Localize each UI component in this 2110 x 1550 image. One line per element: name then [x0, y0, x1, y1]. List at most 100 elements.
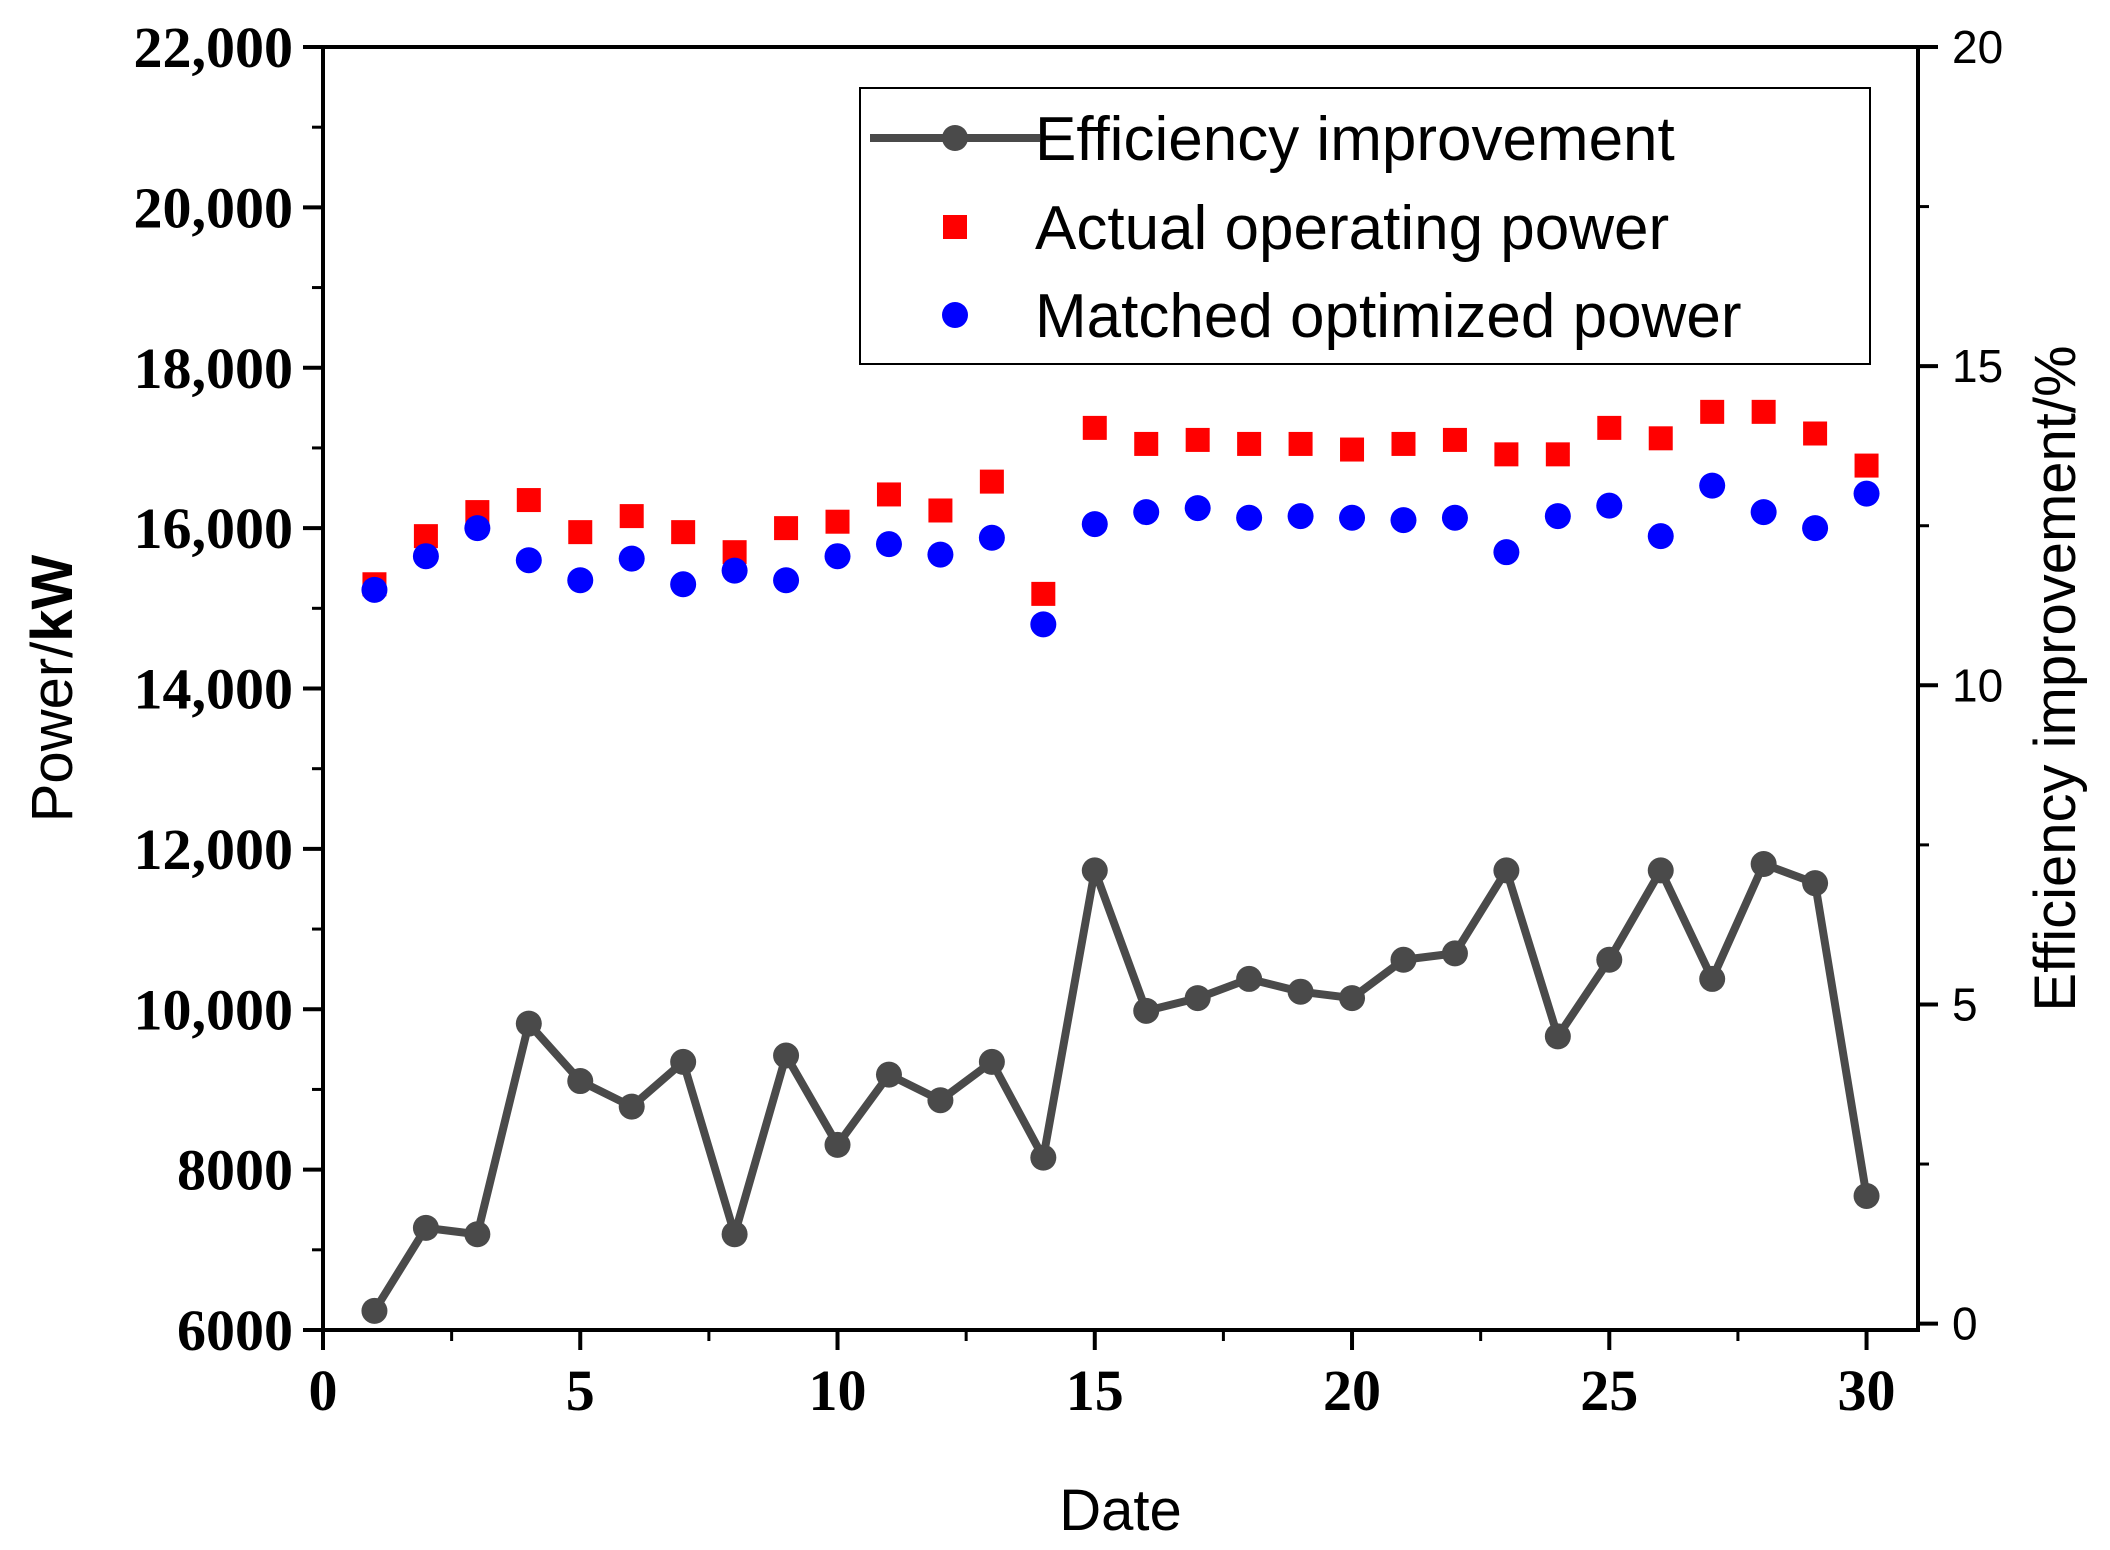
- x-axis-label: Date: [1059, 1478, 1182, 1543]
- matched-power-point: [618, 545, 645, 572]
- series-2: [361, 472, 1880, 638]
- actual-power-point: [1494, 442, 1519, 467]
- actual-power-point: [1700, 399, 1725, 424]
- right-axis-ticks: 0 5 10 15 20: [1918, 21, 2003, 1350]
- matched-power-point: [1030, 611, 1057, 638]
- chart-series: [361, 399, 1880, 1324]
- efficiency-point: [1493, 857, 1520, 884]
- matched-power-point: [412, 543, 439, 570]
- efficiency-point: [1853, 1182, 1880, 1209]
- matched-power-point: [1236, 504, 1263, 531]
- y-axis-right-label: Efficiency improvement/%: [2023, 345, 2088, 1011]
- x-tick-label: 5: [566, 1358, 595, 1423]
- actual-power-point: [825, 509, 850, 534]
- matched-power-point: [1390, 507, 1417, 534]
- efficiency-point: [1441, 940, 1468, 967]
- matched-power-point: [464, 515, 491, 542]
- y-axis-left-label: Power/kW: [20, 554, 85, 822]
- x-tick-label: 30: [1838, 1358, 1896, 1423]
- efficiency-point: [515, 1010, 542, 1037]
- matched-power-point: [1750, 499, 1777, 526]
- matched-power-point: [1853, 480, 1880, 507]
- efficiency-point: [670, 1048, 697, 1075]
- y-right-tick-label: 10: [1952, 659, 2003, 711]
- matched-power-point: [1802, 515, 1829, 542]
- matched-power-point: [1081, 511, 1108, 538]
- matched-power-point: [773, 567, 800, 594]
- actual-power-point: [671, 520, 696, 545]
- matched-power-point: [1596, 492, 1623, 519]
- x-tick-label: 20: [1323, 1358, 1381, 1423]
- matched-power-point: [1441, 504, 1468, 531]
- legend-marker-matched-power: [942, 302, 968, 328]
- matched-power-point: [1699, 472, 1726, 499]
- efficiency-point: [978, 1048, 1005, 1075]
- y-right-tick-label: 5: [1952, 978, 1978, 1030]
- legend-label-actual-power: Actual operating power: [1035, 194, 1669, 263]
- efficiency-point: [1750, 851, 1777, 878]
- x-tick-label: 15: [1066, 1358, 1124, 1423]
- actual-power-point: [1134, 431, 1159, 456]
- actual-power-point: [1545, 442, 1570, 467]
- x-tick-label: 0: [309, 1358, 338, 1423]
- matched-power-point: [978, 524, 1005, 551]
- y-left-tick-label: 12,000: [134, 817, 294, 882]
- matched-power-point: [1339, 504, 1366, 531]
- actual-power-point: [1185, 427, 1210, 452]
- actual-power-point: [1442, 427, 1467, 452]
- matched-power-point: [1287, 503, 1314, 530]
- matched-power-point: [1493, 539, 1520, 566]
- matched-power-point: [927, 541, 954, 568]
- matched-power-point: [1133, 499, 1160, 526]
- efficiency-point: [1133, 997, 1160, 1024]
- legend-marker-actual-power: [943, 215, 967, 239]
- efficiency-point: [1390, 946, 1417, 973]
- series-0: [361, 851, 1880, 1324]
- actual-power-point: [1340, 437, 1365, 462]
- efficiency-point: [773, 1042, 800, 1069]
- x-tick-label: 10: [809, 1358, 867, 1423]
- matched-power-point: [824, 543, 851, 570]
- efficiency-point: [1236, 965, 1263, 992]
- y-left-tick-label: 8000: [177, 1138, 293, 1203]
- efficiency-point: [567, 1068, 594, 1095]
- y-axis-left-label-unit: kW: [20, 554, 85, 641]
- efficiency-point: [618, 1093, 645, 1120]
- matched-power-point: [875, 531, 902, 558]
- y-left-tick-label: 22,000: [134, 15, 294, 80]
- efficiency-point: [1802, 870, 1829, 897]
- actual-power-point: [1648, 426, 1673, 451]
- x-tick-label: 25: [1580, 1358, 1638, 1423]
- matched-power-point: [1544, 503, 1571, 530]
- matched-power-point: [1647, 523, 1674, 550]
- actual-power-point: [1597, 415, 1622, 440]
- actual-power-point: [619, 504, 644, 529]
- efficiency-point: [824, 1131, 851, 1158]
- efficiency-point: [721, 1221, 748, 1248]
- actual-power-point: [1751, 399, 1776, 424]
- y-left-tick-label: 6000: [177, 1298, 293, 1363]
- actual-power-point: [1082, 415, 1107, 440]
- matched-power-point: [721, 557, 748, 584]
- legend: Efficiency improvement Actual operating …: [859, 87, 1871, 365]
- efficiency-point: [927, 1087, 954, 1114]
- actual-power-point: [876, 482, 901, 507]
- matched-power-point: [515, 547, 542, 574]
- actual-power-point: [1803, 421, 1828, 446]
- efficiency-point: [1544, 1023, 1571, 1050]
- efficiency-point: [1647, 857, 1674, 884]
- efficiency-point: [1287, 978, 1314, 1005]
- matched-power-point: [670, 571, 697, 598]
- series-1: [362, 399, 1879, 606]
- efficiency-point: [361, 1297, 388, 1324]
- actual-power-point: [1031, 581, 1056, 606]
- actual-power-point: [1237, 431, 1262, 456]
- matched-power-point: [1184, 495, 1211, 522]
- efficiency-point: [1184, 985, 1211, 1012]
- efficiency-point: [1699, 965, 1726, 992]
- actual-power-point: [979, 469, 1004, 494]
- y-left-tick-label: 18,000: [134, 336, 294, 401]
- efficiency-point: [412, 1214, 439, 1241]
- efficiency-point: [1081, 857, 1108, 884]
